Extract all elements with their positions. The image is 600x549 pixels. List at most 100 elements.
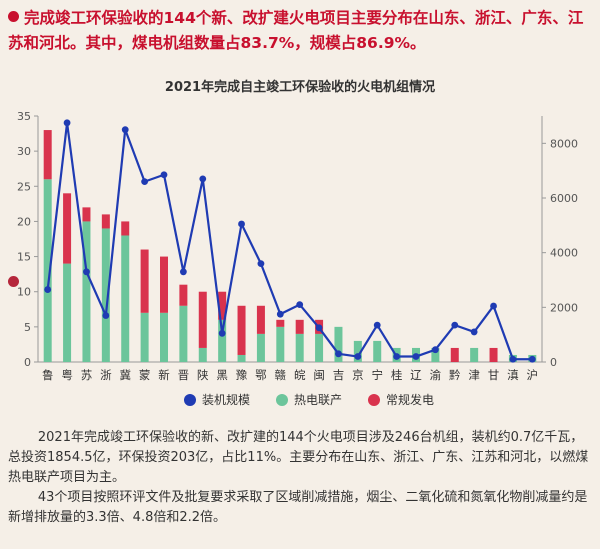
- bar-conventional-9: [218, 291, 227, 320]
- bar-chp-2: [82, 221, 91, 362]
- x-tick-label-16: 京: [352, 368, 364, 382]
- x-tick-label-17: 宁: [371, 368, 383, 382]
- y-right-tick-label-4: 8000: [550, 137, 578, 150]
- bar-conventional-7: [179, 284, 188, 306]
- y-right-tick-label-2: 4000: [550, 247, 578, 260]
- legend-label-2: 常规发电: [386, 392, 434, 407]
- bar-chp-10: [237, 354, 246, 362]
- x-tick-label-15: 吉: [333, 368, 345, 382]
- bar-conventional-1: [63, 193, 72, 264]
- x-tick-label-20: 渝: [430, 368, 442, 382]
- x-tick-label-13: 皖: [294, 368, 306, 382]
- bar-chp-15: [334, 326, 343, 362]
- x-tick-label-22: 津: [468, 368, 480, 382]
- bar-conventional-21: [450, 347, 459, 362]
- y-left-tick-label-4: 20: [17, 215, 31, 228]
- bar-chp-0: [43, 179, 52, 362]
- x-tick-label-14: 闽: [313, 368, 325, 382]
- point-capacity-22: [470, 328, 478, 336]
- point-capacity-24: [509, 355, 517, 363]
- point-capacity-15: [335, 350, 342, 358]
- line-capacity: [46, 121, 533, 361]
- x-tick-label-25: 沪: [527, 368, 539, 382]
- bar-chp-5: [140, 312, 149, 362]
- y-right-tick-label-3: 6000: [550, 192, 578, 205]
- bar-chp-17: [373, 340, 382, 362]
- bar-conventional-4: [121, 221, 130, 236]
- y-right-tick-label-1: 2000: [550, 301, 578, 314]
- headline-text: 完成竣工环保验收的144个新、改扩建火电项目主要分布在山东、浙江、广东、江苏和河…: [8, 9, 584, 52]
- point-capacity-6: [160, 171, 168, 179]
- y-left-tick-label-5: 25: [17, 180, 31, 193]
- x-tick-label-5: 蒙: [139, 368, 151, 382]
- x-tick-label-1: 粤: [61, 368, 73, 382]
- x-tick-label-4: 冀: [119, 368, 131, 382]
- point-capacity-5: [141, 178, 149, 185]
- bar-chp-16: [353, 340, 362, 362]
- y-left-tick-label-0: 0: [24, 356, 31, 369]
- point-capacity-4: [121, 126, 129, 134]
- bar-chp-13: [295, 333, 304, 362]
- x-tick-label-9: 黑: [216, 368, 228, 382]
- x-tick-label-2: 苏: [81, 368, 93, 382]
- bar-conventional-11: [256, 305, 265, 334]
- x-tick-label-7: 晋: [178, 368, 190, 382]
- bar-chp-22: [470, 347, 479, 362]
- point-capacity-21: [451, 321, 459, 329]
- x-tick-label-21: 黔: [449, 368, 461, 382]
- legend-marker-2: [368, 394, 380, 406]
- y-left-tick-label-1: 5: [24, 321, 31, 334]
- bar-chp-6: [160, 312, 168, 362]
- x-tick-label-10: 豫: [236, 368, 248, 382]
- bar-conventional-10: [237, 305, 246, 355]
- point-capacity-14: [315, 324, 323, 332]
- x-tick-label-18: 桂: [391, 368, 403, 382]
- bar-conventional-6: [160, 256, 168, 313]
- bar-chp-3: [101, 228, 110, 362]
- x-tick-label-12: 赣: [275, 368, 287, 382]
- point-capacity-7: [179, 268, 187, 276]
- point-capacity-11: [257, 260, 265, 267]
- side-marker-dot: [8, 276, 19, 287]
- y-left-tick-label-2: 10: [17, 286, 31, 299]
- headline-bullet: [8, 11, 19, 22]
- point-capacity-12: [276, 310, 284, 318]
- point-capacity-8: [199, 175, 207, 183]
- point-capacity-17: [373, 321, 381, 329]
- bar-conventional-3: [101, 214, 110, 229]
- point-capacity-13: [296, 301, 304, 308]
- paragraph-2: 43个项目按照环评文件及批复要求采取了区域削减措施，烟尘、二氧化硫和氮氧化物削减…: [8, 490, 588, 525]
- bar-chp-8: [198, 347, 207, 362]
- x-tick-label-23: 甘: [488, 368, 500, 382]
- bar-chp-20: [431, 347, 440, 362]
- x-tick-label-8: 陕: [197, 368, 209, 382]
- point-capacity-2: [83, 268, 90, 276]
- bar-conventional-2: [82, 207, 91, 222]
- legend-label-0: 装机规模: [202, 392, 250, 407]
- point-capacity-18: [393, 353, 401, 360]
- point-capacity-10: [238, 220, 245, 228]
- y-left-tick-label-3: 15: [17, 251, 31, 264]
- x-tick-label-11: 鄂: [255, 368, 267, 382]
- x-tick-label-3: 浙: [100, 368, 112, 382]
- point-capacity-0: [44, 286, 52, 293]
- legend-label-1: 热电联产: [294, 393, 342, 407]
- bar-conventional-13: [295, 319, 304, 334]
- bar-conventional-8: [198, 291, 207, 348]
- point-capacity-3: [102, 312, 110, 319]
- y-left-tick-label-7: 35: [17, 110, 31, 123]
- point-capacity-9: [218, 329, 226, 337]
- point-capacity-19: [412, 353, 420, 360]
- legend-marker-0: [184, 394, 196, 406]
- point-capacity-16: [354, 353, 362, 360]
- bar-chp-11: [256, 333, 265, 362]
- chart-title: 2021年完成自主竣工环保验收的火电机组情况: [164, 80, 436, 95]
- bar-chp-7: [179, 305, 188, 362]
- bar-chp-4: [121, 235, 130, 362]
- chart: 0 5 10 15 20 25 30 35 0 2000 4000 6000 8000 鲁粤苏浙冀蒙新晋陕…: [17, 110, 578, 407]
- x-tick-label-24: 滇: [507, 368, 519, 382]
- bar-chp-1: [63, 263, 72, 362]
- bar-conventional-23: [489, 347, 498, 362]
- x-tick-label-6: 新: [158, 368, 170, 382]
- y-left-tick-label-6: 30: [17, 145, 31, 158]
